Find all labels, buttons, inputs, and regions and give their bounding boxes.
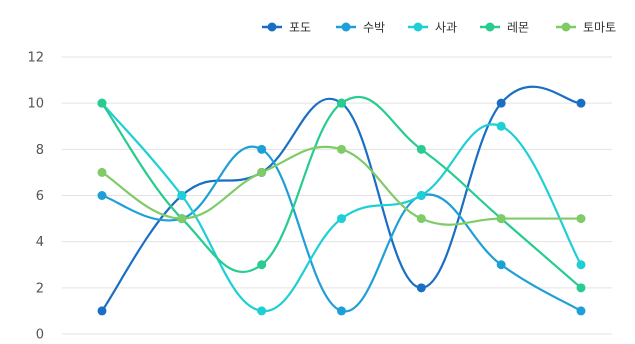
data-point-s1-2[interactable] [257, 144, 267, 154]
data-point-s2-6[interactable] [576, 260, 586, 270]
y-tick-label: 6 [36, 189, 44, 204]
legend-item-1[interactable]: 수박 [336, 21, 385, 35]
legend-marker [267, 22, 277, 32]
legend-marker [341, 22, 351, 32]
data-point-s4-3[interactable] [337, 144, 346, 154]
legend-item-0[interactable]: 포도 [262, 21, 311, 35]
data-point-s4-2[interactable] [257, 167, 267, 177]
data-point-s0-0[interactable] [97, 306, 107, 316]
data-point-s4-6[interactable] [576, 214, 586, 224]
data-point-s0-5[interactable] [496, 98, 506, 108]
series-lines [101, 85, 582, 313]
y-tick-label: 2 [36, 281, 44, 296]
legend-label: 사과 [435, 21, 457, 35]
data-point-s4-5[interactable] [496, 214, 506, 224]
series-line-1 [101, 145, 582, 313]
data-point-s4-0[interactable] [97, 167, 107, 177]
y-tick-label: 8 [36, 143, 44, 158]
data-point-s2-4[interactable] [416, 191, 426, 200]
legend-label: 레몬 [507, 21, 529, 35]
legend-label: 포도 [289, 21, 311, 35]
data-point-s1-5[interactable] [496, 260, 506, 270]
legend-item-4[interactable]: 토마토 [556, 21, 616, 35]
series-line-0 [101, 85, 582, 312]
data-point-s4-4[interactable] [416, 214, 426, 224]
data-point-s3-0[interactable] [97, 98, 107, 108]
data-point-s3-6[interactable] [576, 283, 586, 293]
data-point-s2-5[interactable] [496, 121, 506, 131]
legend: 포도 수박 사과 레몬 토마토 [262, 21, 616, 35]
data-point-s3-4[interactable] [416, 144, 426, 154]
legend-label: 토마토 [583, 21, 616, 35]
series-line-2 [101, 102, 582, 313]
data-point-s1-0[interactable] [97, 191, 107, 200]
data-point-s4-1[interactable] [177, 214, 187, 224]
y-tick-label: 4 [36, 235, 44, 250]
data-point-s0-4[interactable] [416, 283, 426, 293]
data-point-s3-3[interactable] [337, 98, 346, 108]
data-point-s1-6[interactable] [576, 306, 586, 316]
y-tick-label: 10 [27, 97, 44, 112]
legend-item-3[interactable]: 레몬 [480, 21, 529, 35]
series-points [97, 98, 586, 316]
data-point-s0-6[interactable] [576, 98, 586, 108]
grid [62, 56, 612, 335]
data-point-s2-1[interactable] [177, 191, 187, 200]
data-point-s2-3[interactable] [337, 214, 346, 224]
data-point-s2-2[interactable] [257, 306, 267, 316]
legend-marker [413, 22, 423, 32]
y-tick-label: 12 [27, 51, 44, 66]
y-axis: 0 2 4 6 8 10 12 [27, 51, 44, 343]
data-point-s3-2[interactable] [257, 260, 267, 270]
y-tick-label: 0 [36, 328, 44, 343]
legend-marker [485, 22, 495, 32]
legend-item-2[interactable]: 사과 [408, 21, 457, 35]
legend-marker [561, 22, 571, 32]
series-line-3 [101, 95, 582, 289]
data-point-s1-3[interactable] [337, 306, 346, 316]
legend-label: 수박 [363, 21, 385, 35]
